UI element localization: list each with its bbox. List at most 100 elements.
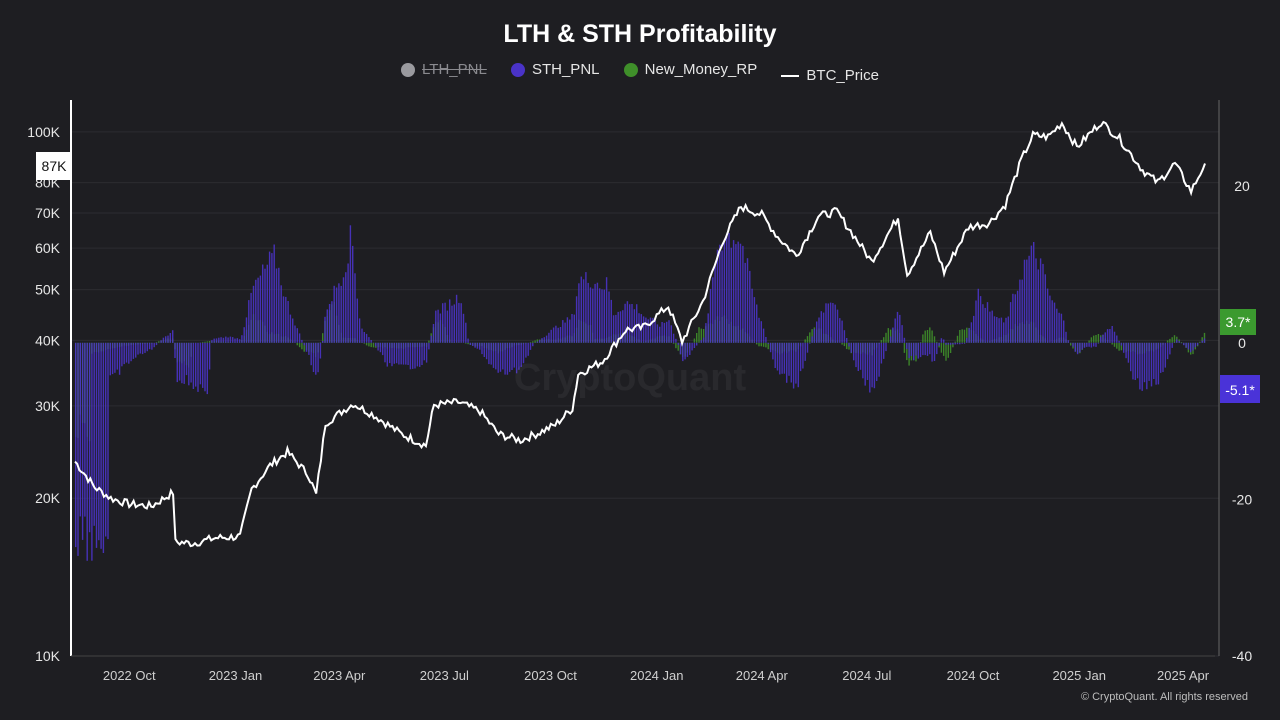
bar-sth_pnl <box>776 342 779 371</box>
bar-sth_pnl <box>497 342 499 373</box>
bar-new_money_rp <box>889 329 892 343</box>
bar-sth_pnl <box>483 342 485 357</box>
bar-new_money_rp <box>919 342 922 343</box>
bar-sth_pnl <box>259 275 262 343</box>
legend-item-lth-pnl[interactable]: LTH_PNL <box>401 61 487 78</box>
bar-sth_pnl <box>192 342 195 389</box>
bar-sth_pnl <box>806 342 809 353</box>
bar-sth_pnl <box>966 337 968 343</box>
bar-sth_pnl <box>81 342 84 540</box>
bar-sth_pnl <box>536 341 539 343</box>
bar-sth_pnl <box>1072 342 1074 347</box>
bar-sth_pnl <box>859 342 862 370</box>
bar-sth_pnl <box>262 264 264 343</box>
bar-sth_pnl <box>317 342 319 373</box>
legend-item-sth-pnl[interactable]: STH_PNL <box>510 61 600 78</box>
bar-sth_pnl <box>1003 322 1005 343</box>
bar-sth_pnl <box>266 264 268 343</box>
bar-sth_pnl <box>543 337 545 343</box>
bar-sth_pnl <box>880 342 883 364</box>
bar-sth_pnl <box>1127 342 1130 363</box>
legend-item-btc-price[interactable]: BTC_Price <box>781 67 879 84</box>
bar-new_money_rp <box>931 330 933 343</box>
bar-new_money_rp <box>465 342 467 344</box>
bar-sth_pnl <box>326 309 328 343</box>
bar-new_money_rp <box>155 342 158 343</box>
bar-sth_pnl <box>1088 342 1090 347</box>
bar-sth_pnl <box>956 342 959 345</box>
bar-sth_pnl <box>389 342 391 364</box>
x-tick-5: 2024 Jan <box>630 668 684 683</box>
chart-title: LTH & STH Profitability <box>503 20 777 48</box>
bar-sth_pnl <box>1160 342 1162 373</box>
bar-sth_pnl <box>370 340 372 343</box>
bar-sth_pnl <box>783 342 786 374</box>
bar-sth_pnl <box>449 299 451 343</box>
bar-sth_pnl <box>278 267 280 343</box>
bar-sth_pnl <box>573 314 575 343</box>
bar-sth_pnl <box>435 310 437 343</box>
bar-sth_pnl <box>1123 342 1125 353</box>
bar-sth_pnl <box>402 342 405 365</box>
bar-sth_pnl <box>744 262 746 343</box>
bar-new_money_rp <box>1173 335 1176 343</box>
bar-new_money_rp <box>1095 335 1097 343</box>
bar-new_money_rp <box>936 341 938 343</box>
legend-item-new-money-rp[interactable]: New_Money_RP <box>623 61 757 78</box>
bar-sth_pnl <box>100 342 102 549</box>
bar-sth_pnl <box>199 342 202 385</box>
x-tick-2: 2023 Apr <box>313 668 366 683</box>
bar-sth_pnl <box>377 342 379 351</box>
bar-sth_pnl <box>252 285 255 343</box>
bar-sth_pnl <box>520 342 522 367</box>
bar-sth_pnl <box>1139 342 1141 390</box>
bar-sth_pnl <box>1183 342 1185 346</box>
bar-new_money_rp <box>319 342 322 343</box>
bar-sth_pnl <box>292 318 294 343</box>
bar-sth_pnl <box>275 268 278 343</box>
bar-new_money_rp <box>762 342 765 347</box>
bar-sth_pnl <box>896 311 899 343</box>
bar-sth_pnl <box>1067 340 1069 343</box>
bar-sth_pnl <box>1046 288 1049 343</box>
bar-sth_pnl <box>781 342 783 374</box>
bar-sth_pnl <box>495 342 497 370</box>
bar-sth_pnl <box>709 288 712 343</box>
bar-sth_pnl <box>822 312 825 343</box>
bar-sth_pnl <box>488 342 490 365</box>
bar-new_money_rp <box>158 341 160 343</box>
bar-sth_pnl <box>612 315 615 343</box>
bar-sth_pnl <box>931 342 933 362</box>
bar-sth_pnl <box>735 244 737 343</box>
right-axis-ticks: -40 -20 0 20 <box>1232 178 1252 664</box>
bar-sth_pnl <box>631 304 633 343</box>
bar-sth_pnl <box>977 288 979 343</box>
bar-sth_pnl <box>756 304 758 343</box>
bar-sth_pnl <box>432 324 435 343</box>
bar-sth_pnl <box>384 342 386 363</box>
bar-sth_pnl <box>1056 308 1058 343</box>
bar-sth_pnl <box>959 342 961 345</box>
bar-sth_pnl <box>185 342 188 376</box>
bar-sth_pnl <box>169 333 171 343</box>
bar-sth_pnl <box>462 313 465 343</box>
bar-sth_pnl <box>444 302 446 343</box>
bar-sth_pnl <box>864 342 866 386</box>
bar-new_money_rp <box>1111 342 1113 345</box>
bar-sth_pnl <box>322 341 324 343</box>
bar-sth_pnl <box>605 277 608 343</box>
bar-sth_pnl <box>308 342 310 355</box>
bar-sth_pnl <box>1146 342 1148 390</box>
bar-sth_pnl <box>792 342 795 389</box>
bar-sth_pnl <box>652 317 654 343</box>
bar-sth_pnl <box>86 342 88 561</box>
bar-new_money_rp <box>1118 342 1120 351</box>
bar-sth_pnl <box>111 342 114 375</box>
bar-sth_pnl <box>564 322 566 343</box>
bar-sth_pnl <box>545 335 548 343</box>
bar-sth_pnl <box>255 279 257 343</box>
x-tick-9: 2025 Jan <box>1052 668 1106 683</box>
bar-sth_pnl <box>566 317 569 343</box>
bar-sth_pnl <box>215 338 218 343</box>
